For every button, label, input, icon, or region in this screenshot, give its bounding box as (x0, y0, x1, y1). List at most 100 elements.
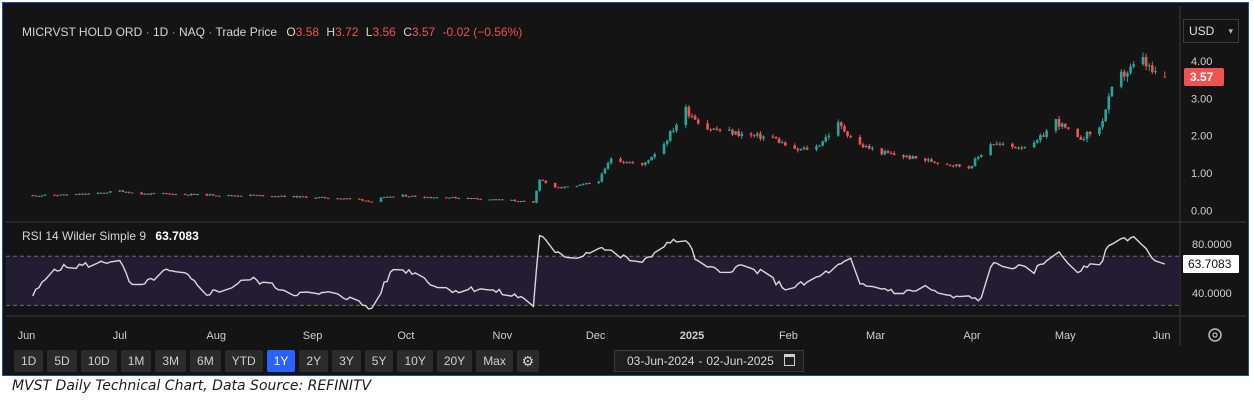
candle-body (423, 196, 426, 198)
timeframe-button-1m[interactable]: 1M (120, 350, 152, 372)
candle-body (183, 194, 187, 196)
candle-body (556, 187, 560, 189)
separator-dot: · (172, 25, 179, 39)
candle-body (345, 198, 349, 200)
candle-body (684, 106, 688, 125)
candle-body (385, 196, 389, 198)
timeframe-button-10d[interactable]: 10D (80, 350, 117, 372)
candle-body (883, 151, 887, 155)
candle-body (665, 140, 669, 145)
candle-body (217, 195, 221, 197)
rsi-line (32, 234, 1166, 310)
change-value: -0.02 (−0.56%) (443, 25, 523, 39)
x-axis-tick-label: Jun (18, 330, 36, 342)
x-axis-tick-label: Dec (586, 330, 606, 342)
candle-body (600, 173, 604, 182)
candle-body (404, 194, 408, 197)
candle-body (497, 199, 501, 201)
candle-body (1063, 123, 1067, 128)
candle-body (802, 147, 806, 149)
settings-icon[interactable] (1208, 328, 1222, 342)
candle-body (784, 142, 787, 146)
timeframe-button-1d[interactable]: 1D (14, 350, 44, 372)
candle-body (1011, 143, 1014, 147)
chart-canvas[interactable]: 0.00 1.00 2.00 3.00 4.00 3.57 40.0000 80.0000 63… (6, 6, 1246, 346)
candle-body (466, 198, 470, 200)
candle-body (843, 126, 846, 132)
candle-body (563, 186, 566, 188)
currency-label: USD (1189, 24, 1215, 38)
calendar-icon[interactable] (784, 354, 795, 366)
x-axis-tick-label: Feb (779, 330, 798, 342)
candle-body (538, 179, 541, 191)
rsi-axis-tick-label: 80.0000 (1192, 239, 1232, 251)
candle-body (712, 128, 716, 130)
rsi-axis-tick-label: 40.0000 (1192, 288, 1232, 300)
candle-body (892, 153, 896, 156)
timeframe-button-10y[interactable]: 10Y (397, 350, 433, 372)
timeframe-button-20y[interactable]: 20Y (436, 350, 473, 372)
candle-body (771, 136, 775, 138)
timeframe-button-3y[interactable]: 3Y (332, 350, 361, 372)
separator-dot: · (146, 25, 153, 39)
candle-body (1098, 127, 1101, 135)
candle-body (40, 195, 44, 197)
timeframe-button-2y[interactable]: 2Y (299, 350, 329, 372)
candle-body (1085, 131, 1089, 140)
candle-body (258, 195, 262, 197)
candle-body (821, 141, 824, 146)
candle-body (140, 192, 143, 195)
timeframe-button-max[interactable]: Max (476, 350, 513, 372)
timeframe-button-6m[interactable]: 6M (190, 350, 221, 372)
exchange-label: NAQ (179, 25, 205, 39)
candle-body (1017, 147, 1020, 149)
candle-body (109, 191, 112, 193)
candle-body (435, 197, 439, 199)
candle-body (1123, 71, 1126, 77)
candle-body (578, 184, 582, 186)
date-range-picker[interactable]: 03-Jun-2024-02-Jun-2025 (614, 350, 804, 372)
candle-body (693, 116, 697, 120)
currency-select[interactable]: USD ▾ (1183, 19, 1239, 43)
x-axis-tick-label: Mar (866, 330, 885, 342)
close-label: C (403, 25, 412, 39)
candle-body (149, 193, 153, 195)
separator-dot: · (208, 25, 215, 39)
candle-body (662, 144, 666, 155)
x-axis-tick-label: Apr (963, 330, 980, 342)
timeframe-button-5d[interactable]: 5D (47, 350, 77, 372)
candle-body (364, 200, 367, 202)
timeframe-button-ytd[interactable]: YTD (224, 350, 263, 372)
candle-body (382, 197, 386, 199)
candle-body (127, 191, 131, 193)
rsi-band (6, 256, 1180, 306)
timeframe-button-3m[interactable]: 3M (155, 350, 187, 372)
candle-body (1147, 65, 1151, 67)
candle-body (189, 193, 193, 196)
candle-body (445, 197, 448, 199)
x-axis-tick-label: Nov (493, 330, 513, 342)
low-label: L (366, 25, 373, 39)
price-axis-tick-label: 4.00 (1191, 56, 1212, 68)
candle-body (454, 197, 457, 199)
candle-body (522, 200, 526, 202)
price-header: MICRVST HOLD ORD · 1D · NAQ · Trade Pric… (22, 25, 522, 39)
candle-body (320, 196, 324, 198)
candle-body (174, 194, 178, 196)
candle-body (672, 130, 675, 132)
candle-body (43, 194, 47, 196)
figure-caption: MVST Daily Technical Chart, Data Source:… (12, 378, 372, 394)
candle-body (457, 198, 461, 200)
candle-body (584, 183, 588, 185)
gear-icon[interactable]: ⚙ (516, 350, 539, 372)
candle-body (1107, 96, 1111, 110)
timeframe-button-5y[interactable]: 5Y (364, 350, 394, 372)
candle-body (967, 166, 971, 169)
candle-body (1039, 135, 1042, 141)
candle-body (992, 144, 996, 146)
candle-body (864, 146, 868, 148)
candle-body (301, 196, 305, 198)
candle-body (448, 197, 451, 199)
candle-body (280, 195, 283, 197)
timeframe-button-1y[interactable]: 1Y (266, 350, 296, 372)
